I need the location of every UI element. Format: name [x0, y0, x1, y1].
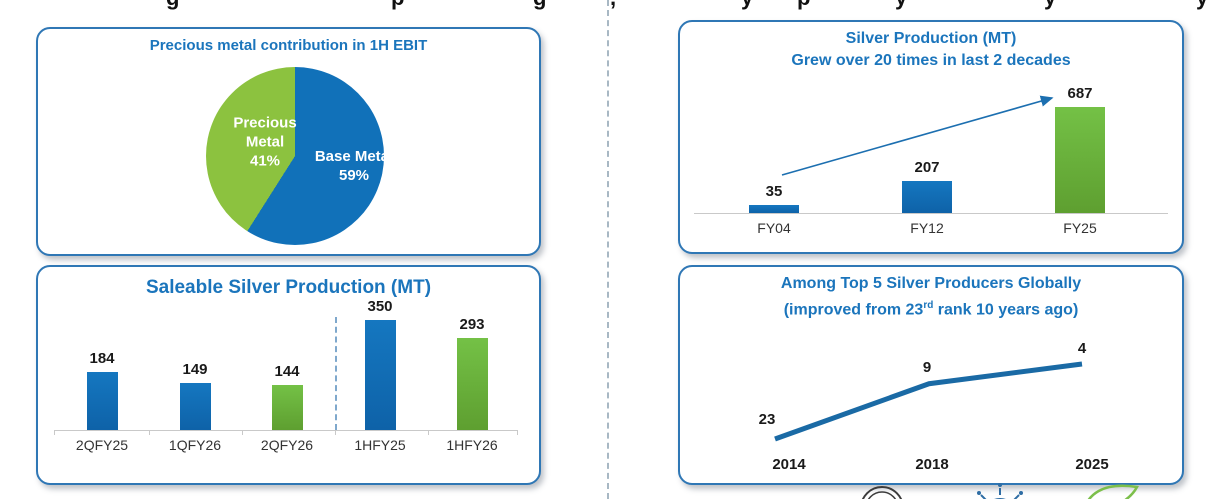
pie-slice-name: Base Metal — [314, 148, 394, 165]
headline-fragment: , — [610, 0, 616, 11]
value-label: 350 — [367, 298, 393, 315]
x-axis — [694, 213, 1168, 214]
pie-slice-label-base-metal: Base Metal 59% — [299, 147, 409, 185]
value-label: 293 — [459, 316, 485, 333]
rank-line — [774, 361, 1083, 442]
category-label: 1QFY26 — [168, 437, 222, 453]
x-axis — [54, 430, 517, 431]
axis-tick — [54, 430, 55, 435]
pie-chart — [206, 67, 384, 245]
category-label: 1HFY26 — [446, 437, 498, 453]
pie-slice-name: Precious Metal — [233, 114, 297, 151]
panel-global-rank: Among Top 5 Silver Producers Globally (i… — [678, 265, 1184, 485]
category-label: FY04 — [757, 220, 791, 236]
category-label: 1HFY25 — [354, 437, 406, 453]
subtitle-text: (improved from 23 — [783, 301, 924, 319]
axis-tick — [149, 430, 150, 435]
axis-tick — [242, 430, 243, 435]
line-chart-title: Among Top 5 Silver Producers Globally (i… — [680, 273, 1182, 321]
axis-tick — [428, 430, 429, 435]
bar-1QFY26 — [179, 383, 211, 430]
bar-chart-title: Saleable Silver Production (MT) — [145, 277, 432, 298]
headline-fragment: y — [1044, 0, 1056, 11]
bar-chart-saleable-silver: 184 2QFY25 149 1QFY26 144 2QFY26 350 1HFY25 293 1… — [38, 267, 539, 483]
value-label: 687 — [1067, 85, 1093, 102]
line-chart-global-rank: 23 2014 9 2018 4 2025 — [680, 267, 1182, 483]
value-label: 149 — [182, 361, 208, 378]
category-label: FY25 — [1063, 220, 1097, 236]
headline-fragment: y — [895, 0, 907, 11]
value-label: 184 — [89, 350, 115, 367]
title-line-1: Among Top 5 Silver Producers Globally — [780, 275, 1082, 292]
category-label: 2QFY25 — [75, 437, 129, 453]
axis-tick — [517, 430, 518, 435]
headline-fragment: y — [741, 0, 753, 11]
category-label: FY12 — [910, 220, 944, 236]
headline-fragment: g — [166, 0, 179, 11]
growth-arrow — [781, 95, 1054, 176]
value-label: 144 — [274, 363, 300, 380]
axis-tick — [335, 430, 336, 435]
year-label: 2018 — [915, 456, 949, 473]
bar-chart-silver-growth: 35 FY04 207 FY12 687 FY25 — [680, 22, 1182, 252]
headline-fragment: g — [533, 0, 546, 11]
subtitle-text: rank 10 years ago) — [933, 301, 1079, 319]
panel-saleable-silver: Saleable Silver Production (MT) 184 2QFY2… — [36, 265, 541, 485]
value-label: 35 — [765, 183, 783, 200]
value-label: 207 — [914, 159, 940, 176]
panel-silver-growth: Silver Production (MT) Grew over 20 time… — [678, 20, 1184, 254]
bar-2QFY25 — [86, 372, 118, 430]
quarter-half-divider — [335, 317, 337, 430]
title-line-1: Silver Production (MT) — [845, 30, 1017, 47]
pie-slice-label-precious-metal: Precious Metal 41% — [223, 114, 307, 171]
bar-FY25 — [1055, 107, 1105, 213]
category-label: 2QFY26 — [260, 437, 314, 453]
title-line-2: (improved from 23rd rank 10 years ago) — [680, 295, 1182, 321]
bar-FY12 — [902, 181, 952, 213]
pie-chart-title: Precious metal contribution in 1H EBIT — [149, 37, 428, 54]
leaf-icon — [1087, 484, 1139, 499]
panel-ebit-pie: Precious metal contribution in 1H EBIT P… — [36, 27, 541, 256]
rank-value-label: 23 — [758, 411, 776, 428]
bar-1HFY25 — [364, 320, 396, 430]
bar-1HFY26 — [456, 338, 488, 430]
rank-value-label: 4 — [1077, 340, 1087, 357]
headline-fragment: p — [797, 0, 810, 11]
rank-value-label: 9 — [922, 358, 932, 376]
headline-fragment: p — [391, 0, 404, 11]
headline-fragment: y — [1196, 0, 1206, 11]
vertical-dashed-divider — [607, 0, 609, 499]
pie-slice-percent: 41% — [249, 152, 281, 170]
sun-icon — [977, 483, 1023, 499]
title-line-2: Grew over 20 times in last 2 decades — [791, 52, 1071, 69]
bar-2QFY26 — [271, 385, 303, 430]
year-label: 2014 — [772, 456, 806, 473]
subtitle-superscript: rd — [923, 300, 934, 311]
bar-FY04 — [749, 205, 799, 213]
year-label: 2025 — [1075, 456, 1109, 473]
coin-icon — [861, 486, 903, 499]
pie-slice-percent: 59% — [338, 167, 370, 184]
clipped-headline: g p g, y p y y y — [0, 0, 1206, 11]
bar-chart-title: Silver Production (MT) Grew over 20 time… — [680, 28, 1182, 72]
